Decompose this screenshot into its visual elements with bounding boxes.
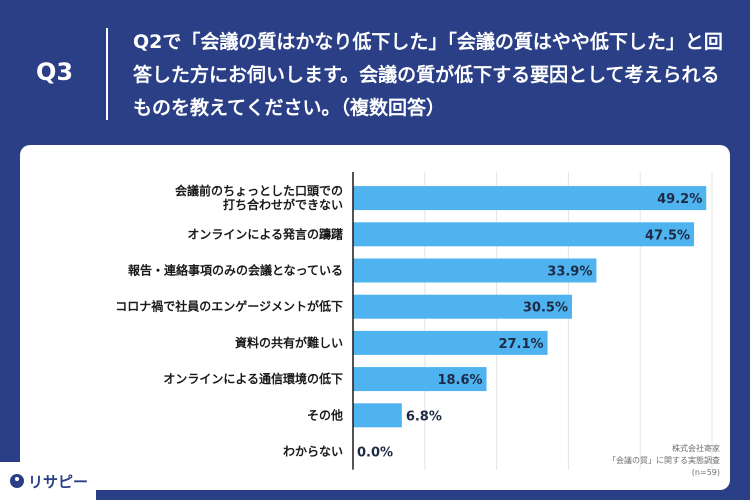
- source-note: 株式会社寄家 「会議の質」に関する実態調査 (n=59): [608, 443, 720, 479]
- value-label: 49.2%: [657, 192, 702, 207]
- value-label: 6.8%: [406, 409, 442, 424]
- brand-logo: リサピー: [0, 462, 96, 500]
- source-company: 株式会社寄家: [672, 444, 720, 453]
- value-label: 47.5%: [645, 228, 690, 243]
- bar: [353, 367, 487, 392]
- source-survey: 「会議の質」に関する実態調査: [608, 456, 720, 465]
- value-label: 18.6%: [437, 373, 482, 388]
- category-label: 会議前のちょっとした口頭での打ち合わせができない: [175, 183, 343, 212]
- category-label: コロナ禍で社員のエンゲージメントが低下: [115, 299, 343, 314]
- category-label: 資料の共有が難しい: [235, 335, 343, 350]
- bar: [353, 222, 695, 247]
- category-label: わからない: [283, 445, 343, 459]
- category-label: その他: [307, 407, 343, 422]
- value-label: 0.0%: [357, 446, 393, 461]
- bar: [353, 403, 402, 428]
- brand-logo-text: リサピー: [28, 472, 89, 491]
- header-divider: [106, 28, 108, 120]
- value-label: 30.5%: [523, 301, 568, 316]
- category-label: オンラインによる発言の躊躇: [187, 226, 343, 241]
- category-label: オンラインによる通信環境の低下: [163, 371, 343, 386]
- value-label: 33.9%: [547, 265, 592, 280]
- value-label: 27.1%: [498, 337, 543, 352]
- bar-chart: 会議前のちょっとした口頭での打ち合わせができない 49.2% オンラインによる発言の…: [115, 172, 713, 470]
- bar: [353, 330, 548, 355]
- question-number: Q3: [36, 58, 74, 86]
- header: Q3 Q2で「会議の質はかなり低下した」「会議の質はやや低下した」と回答した方に…: [0, 0, 750, 150]
- location-pin-icon: [10, 474, 24, 488]
- bar: [353, 294, 572, 319]
- sample-size: (n=59): [691, 468, 720, 477]
- bar: [353, 258, 597, 283]
- bar: [353, 186, 707, 211]
- question-text: Q2で「会議の質はかなり低下した」「会議の質はやや低下した」と回答した方にお伺い…: [133, 31, 723, 119]
- category-label: 報告・連絡事項のみの会議となっている: [128, 263, 343, 278]
